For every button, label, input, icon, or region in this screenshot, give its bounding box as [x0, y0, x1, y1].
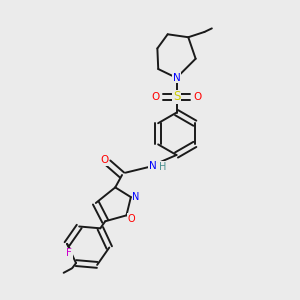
Text: O: O	[193, 92, 202, 102]
Text: O: O	[127, 214, 135, 224]
Text: S: S	[173, 91, 180, 103]
Text: O: O	[152, 92, 160, 102]
Text: N: N	[149, 160, 157, 171]
Text: N: N	[172, 73, 180, 83]
Text: O: O	[100, 155, 109, 165]
Text: N: N	[133, 191, 140, 202]
Text: H: H	[159, 162, 166, 172]
Text: F: F	[67, 248, 72, 258]
